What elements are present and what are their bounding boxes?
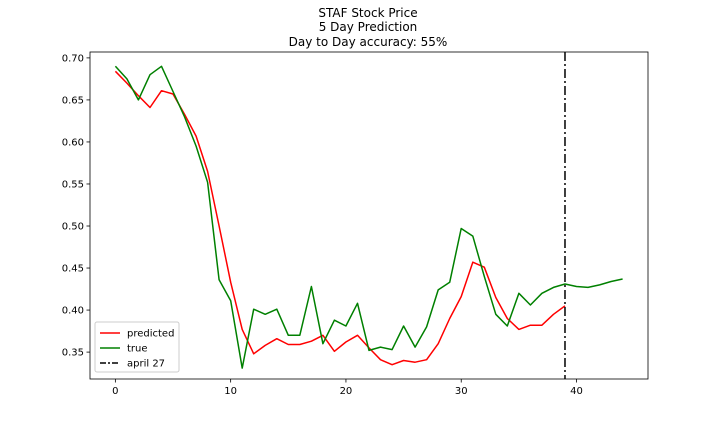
y-tick-label: 0.65 xyxy=(62,95,84,106)
y-tick-label: 0.40 xyxy=(62,306,84,317)
y-tick-label: 0.55 xyxy=(62,179,84,190)
x-tick-label: 20 xyxy=(340,386,353,397)
x-tick-label: 30 xyxy=(455,386,468,397)
legend-label-april-27: april 27 xyxy=(127,359,165,370)
axes: 0 10 20 30 40 0.35 0.40 0.45 0.50 0.55 0.60 0.65 0.7… xyxy=(62,51,649,397)
y-tick-label: 0.50 xyxy=(62,222,84,233)
x-tick-label: 0 xyxy=(112,386,118,397)
legend-label-predicted: predicted xyxy=(127,329,174,340)
legend-box xyxy=(94,321,180,373)
x-tick-label: 40 xyxy=(570,386,583,397)
plot-area xyxy=(114,52,623,379)
y-tick-label: 0.35 xyxy=(62,348,84,359)
y-tick-label: 0.70 xyxy=(62,53,84,64)
legend: predicted true april 27 xyxy=(94,321,180,373)
axes-frame xyxy=(89,51,649,380)
chart-title-line-2: 5 Day Prediction xyxy=(319,20,418,34)
x-tick-label: 10 xyxy=(224,386,237,397)
legend-label-true: true xyxy=(127,344,148,355)
series-line-true xyxy=(114,65,623,369)
y-tick-label: 0.60 xyxy=(62,137,84,148)
chart-title-line-3: Day to Day accuracy: 55% xyxy=(289,35,448,49)
chart-title-line-1: STAF Stock Price xyxy=(318,6,417,20)
y-tick-label: 0.45 xyxy=(62,264,84,275)
series-line-predicted xyxy=(114,70,566,366)
